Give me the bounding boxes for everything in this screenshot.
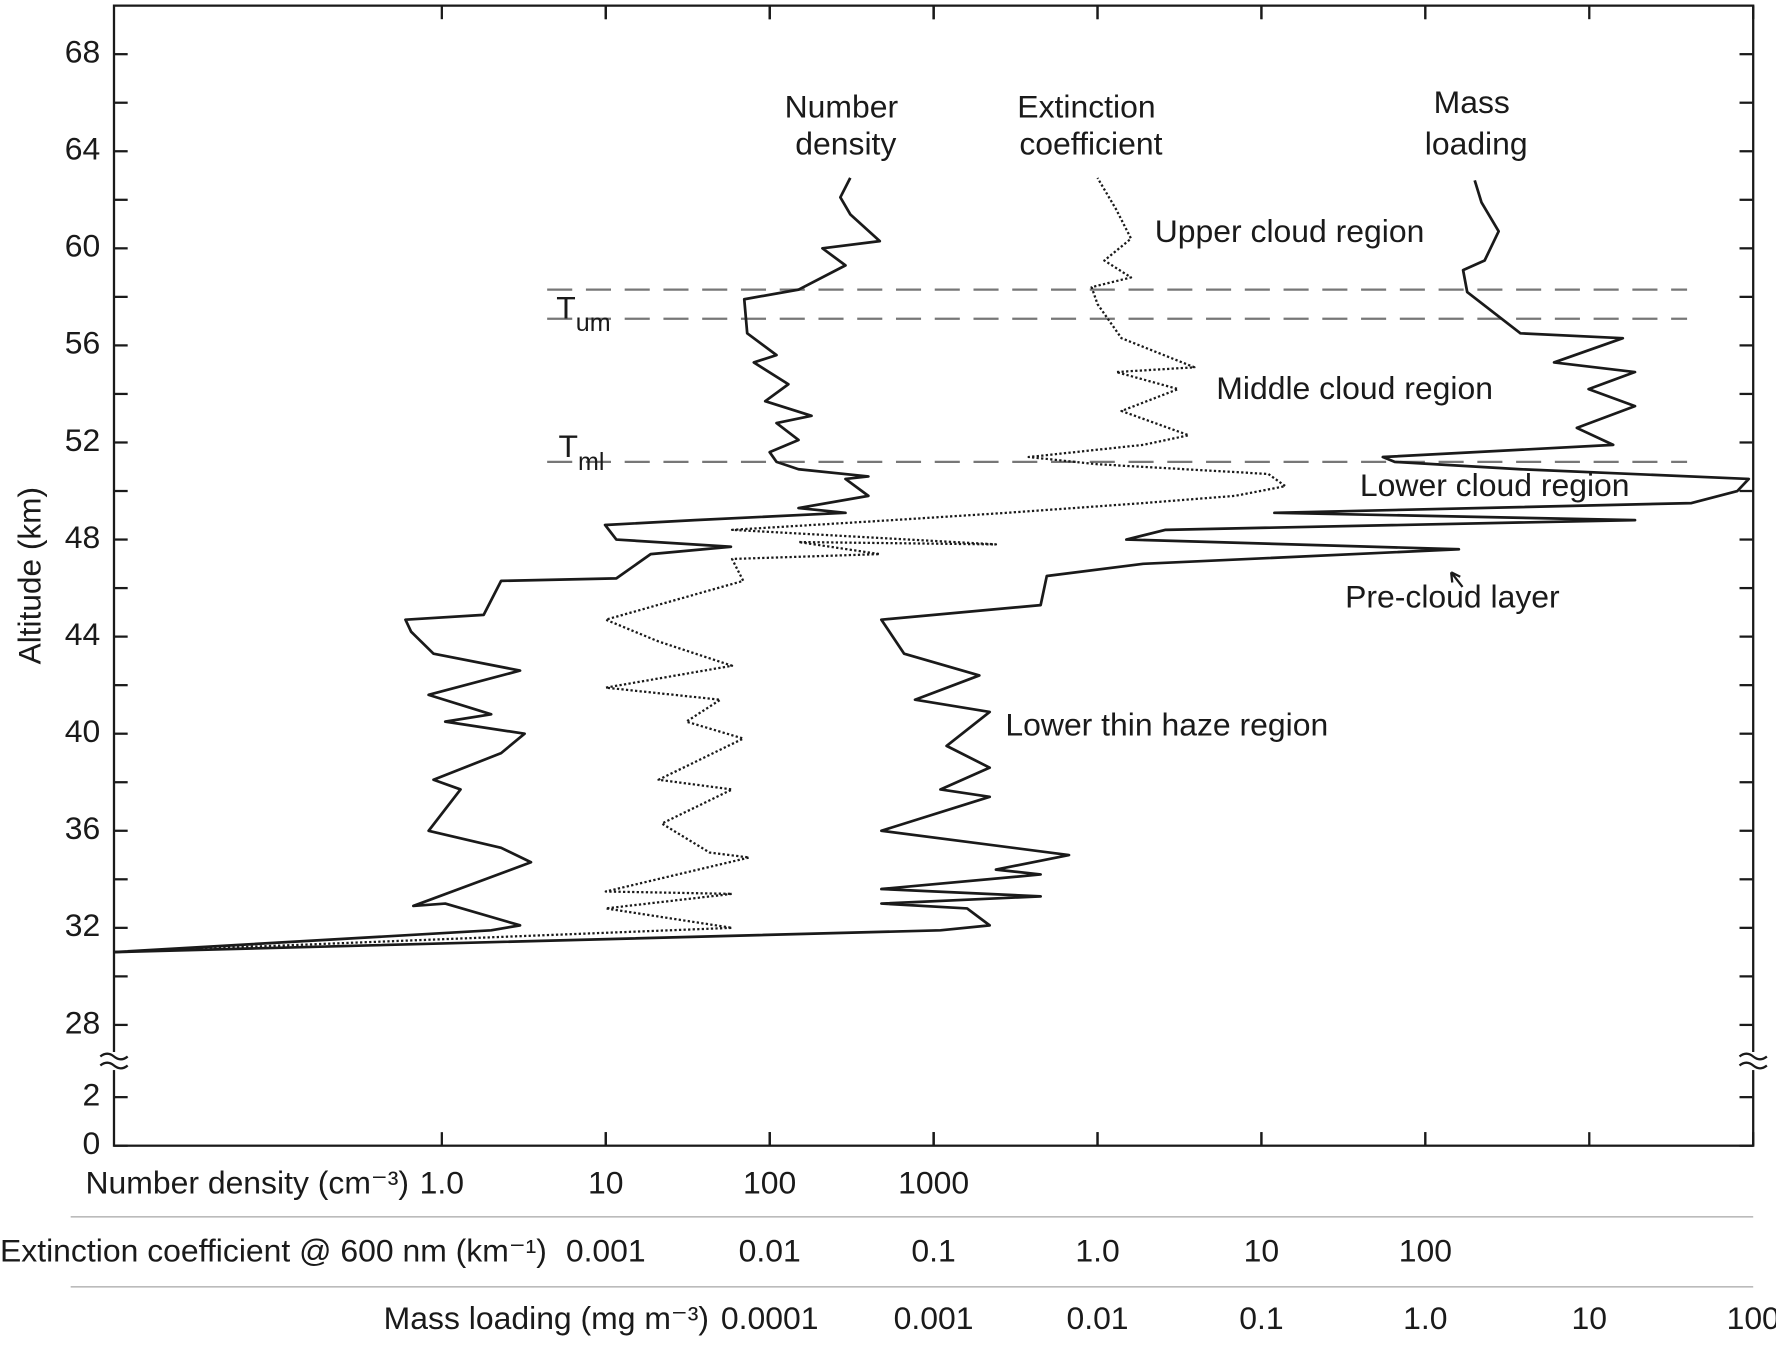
level-symbol: T — [559, 429, 579, 465]
x-tick-label: 10 — [1244, 1232, 1280, 1268]
series-label-line: Number — [785, 89, 907, 125]
annotation: Lower thin haze region — [1005, 706, 1328, 742]
x-tick-label: 0.1 — [1239, 1300, 1283, 1336]
y-tick-label: 28 — [65, 1004, 101, 1040]
level-label: Tml — [559, 429, 605, 476]
y-tick-label: 2 — [83, 1077, 101, 1113]
annotation: Upper cloud region — [1155, 213, 1425, 249]
series-label: Mass loading — [1425, 84, 1528, 162]
x-axis-label: Mass loading (mg m⁻³) — [384, 1300, 709, 1336]
x-tick-label: 0.001 — [894, 1300, 974, 1336]
y-tick-label: 64 — [65, 131, 101, 167]
axis-break-mask — [1747, 1052, 1759, 1071]
series-label: Extinction coefficient — [1017, 89, 1164, 162]
x-axis-label: Number density (cm⁻³) — [85, 1165, 409, 1201]
x-tick-label: 1.0 — [1403, 1300, 1447, 1336]
axis-break — [99, 1052, 129, 1070]
x-tick-label: 0.0001 — [721, 1300, 819, 1336]
x-tick-label: 0.001 — [566, 1232, 646, 1268]
level-subscript: um — [576, 309, 611, 337]
x-tick-label: 100 — [1727, 1300, 1776, 1336]
level-subscript: ml — [578, 447, 604, 475]
annotation-arrow — [1449, 571, 1464, 588]
y-tick-label: 60 — [65, 228, 101, 264]
level-label: Tum — [556, 290, 610, 337]
annotation: Pre-cloud layer — [1345, 579, 1560, 615]
y-tick-label: 36 — [65, 810, 101, 846]
x-tick-label: 0.01 — [739, 1232, 801, 1268]
y-tick-label: 48 — [65, 519, 101, 555]
x-tick-label: 10 — [588, 1165, 624, 1201]
series-label-line: density — [795, 126, 896, 162]
series-label-line: loading — [1425, 126, 1528, 162]
profile-line — [113, 177, 882, 954]
x-tick-label: 1.0 — [420, 1165, 464, 1201]
x-tick-label: 1000 — [898, 1165, 969, 1201]
y-tick-label: 56 — [65, 325, 101, 361]
y-tick-label: 32 — [65, 907, 101, 943]
y-tick-label: 68 — [65, 34, 101, 70]
y-tick-label: 44 — [65, 616, 101, 652]
x-tick-label: 100 — [1399, 1232, 1452, 1268]
series-label-line: Mass — [1434, 84, 1519, 120]
x-tick-label: 0.01 — [1066, 1300, 1128, 1336]
x-tick-label: 100 — [743, 1165, 796, 1201]
axis-break-mask — [108, 1052, 120, 1071]
profile-line — [113, 177, 1287, 954]
x-tick-label: 0.1 — [911, 1232, 955, 1268]
x-tick-label: 1.0 — [1075, 1232, 1119, 1268]
plot-frame — [112, 4, 1755, 1147]
series-label: Number density — [785, 89, 907, 162]
x-axis-label: Extinction coefficient @ 600 nm (km⁻¹) — [0, 1232, 547, 1268]
x-tick-label: 10 — [1572, 1300, 1608, 1336]
axis-break — [1738, 1052, 1768, 1070]
y-tick-label: 40 — [65, 713, 101, 749]
series-label-line: Extinction — [1017, 89, 1164, 125]
series-label-line: coefficient — [1019, 126, 1162, 162]
annotation: Lower cloud region — [1360, 467, 1630, 503]
level-symbol: T — [556, 290, 576, 326]
y-tick-label: 0 — [83, 1125, 101, 1161]
profile-line — [113, 179, 1751, 954]
annotation: Middle cloud region — [1216, 370, 1493, 406]
y-axis-label: Altitude (km) — [11, 487, 47, 664]
y-tick-label: 52 — [65, 422, 101, 458]
